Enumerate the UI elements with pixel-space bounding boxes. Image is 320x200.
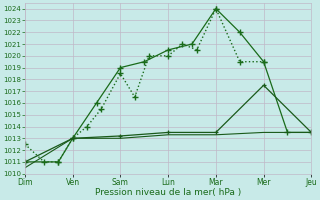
X-axis label: Pression niveau de la mer( hPa ): Pression niveau de la mer( hPa ) <box>95 188 241 197</box>
